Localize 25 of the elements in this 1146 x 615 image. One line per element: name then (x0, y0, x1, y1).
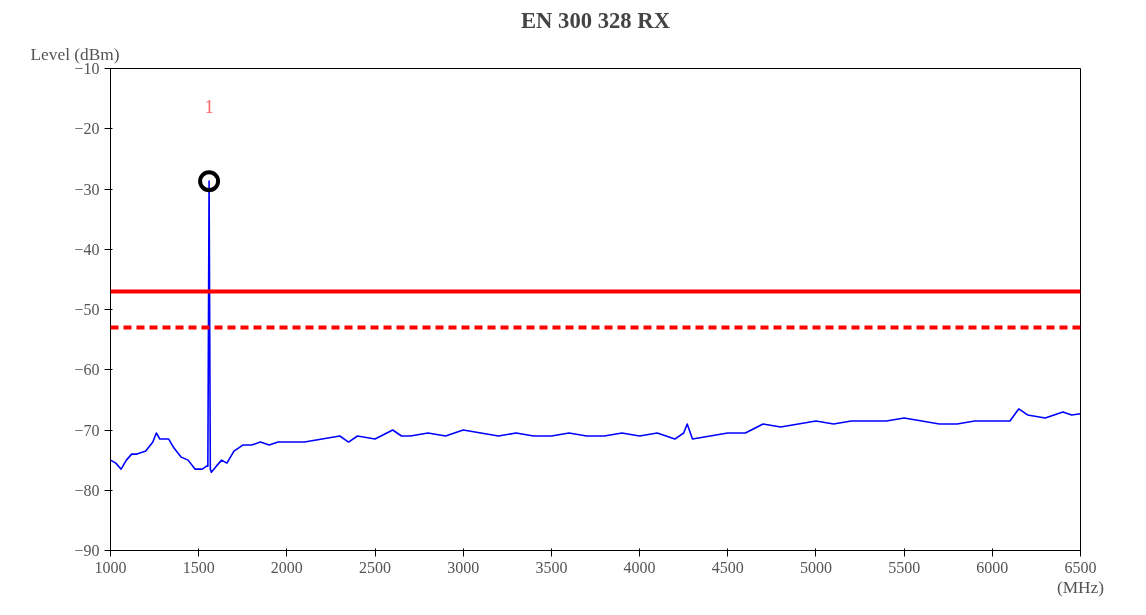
y-axis-title: Level (dBm) (30, 44, 120, 64)
y-tick-label: −50 (74, 301, 100, 318)
x-tick-label: 4000 (623, 558, 656, 576)
line-series (110, 180, 1081, 473)
y-tick-label: −70 (74, 421, 100, 439)
y-tick-label: −40 (74, 240, 100, 258)
annotation: 1 (204, 95, 214, 117)
x-tick-label: 2000 (270, 558, 303, 576)
y-tick-label: −90 (74, 542, 100, 559)
x-tick-label: 6000 (976, 558, 1009, 576)
x-tick-label: 6500 (1064, 558, 1097, 576)
x-tick-label: 5500 (888, 558, 921, 576)
x-tick-label: 2500 (359, 558, 392, 576)
x-tick-label: 5000 (799, 558, 832, 576)
y-tick-label: −30 (74, 180, 100, 198)
y-tick-label: −20 (74, 120, 100, 138)
y-tick-label: −60 (74, 361, 100, 379)
y-tick-label: −80 (74, 481, 100, 499)
x-axis-title: (MHz) (1056, 577, 1105, 597)
x-tick-label: 3500 (535, 558, 568, 576)
chart-title: EN 300 328 RX (520, 7, 671, 33)
x-tick-label: 1000 (94, 558, 127, 576)
x-tick-label: 3000 (447, 558, 480, 576)
x-tick-label: 1500 (182, 558, 215, 576)
x-tick-label: 4500 (711, 558, 744, 576)
